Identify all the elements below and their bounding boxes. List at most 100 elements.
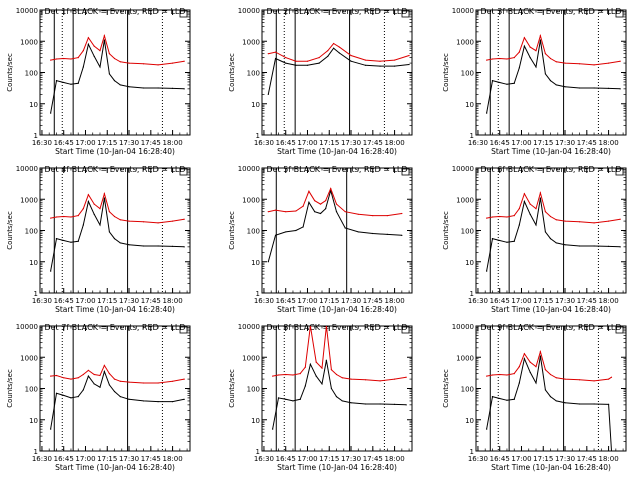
data-point-lld (309, 326, 311, 327)
data-point-events (379, 403, 381, 405)
data-point-lld (518, 208, 520, 210)
data-point-lld (325, 200, 327, 202)
x-tick-label: 17:30 (555, 139, 575, 147)
data-point-lld (292, 374, 294, 376)
data-point-events (401, 234, 403, 236)
data-point-events (535, 382, 537, 384)
x-tick-label: 17:30 (119, 455, 139, 463)
data-point-lld (491, 374, 494, 376)
data-point-lld (564, 220, 566, 222)
legend-box (401, 168, 410, 176)
series-line-events (50, 197, 185, 272)
data-point-events (491, 238, 494, 240)
data-point-lld (299, 372, 301, 375)
data-point-events (555, 400, 557, 402)
series-line-lld (272, 326, 407, 382)
data-point-events (183, 246, 185, 248)
data-point-lld (70, 58, 72, 60)
data-point-lld (183, 60, 185, 62)
data-point-events (295, 64, 297, 66)
data-point-events (77, 240, 79, 242)
y-tick-label: 100 (461, 70, 474, 78)
data-point-events (285, 62, 287, 64)
data-point-events (405, 404, 407, 406)
data-point-lld (308, 190, 310, 192)
data-point-events (99, 386, 101, 388)
data-point-lld (103, 364, 105, 366)
data-point-events (103, 197, 105, 199)
x-tick-label: 17:45 (577, 297, 597, 305)
plot-area (272, 326, 407, 430)
data-point-lld (82, 208, 84, 210)
x-tick-label: 17:30 (119, 139, 139, 147)
data-point-events (77, 82, 79, 84)
data-point-events (119, 396, 121, 398)
y-tick-label: 1 (256, 290, 260, 298)
data-point-events (285, 231, 287, 233)
x-tick-label: 16:30 (32, 455, 52, 463)
data-point-lld (564, 378, 566, 380)
x-tick-label: 16:45 (490, 455, 510, 463)
data-point-lld (108, 53, 111, 55)
data-point-events (50, 112, 52, 114)
data-point-lld (401, 212, 403, 215)
x-tick-label: 16:30 (254, 455, 274, 463)
data-point-events (70, 83, 72, 85)
data-point-events (142, 400, 145, 402)
data-point-lld (555, 219, 557, 221)
data-point-events (183, 398, 185, 400)
x-tick-label: 18:00 (162, 455, 182, 463)
series-line-events (486, 355, 612, 451)
y-axis-label: Counts/sec (228, 369, 236, 408)
data-point-lld (319, 203, 322, 205)
y-tick-label: 10000 (238, 165, 260, 173)
data-point-events (113, 390, 116, 393)
panel-title: Det 9f BLACK = Events, RED = LLD (480, 323, 621, 332)
x-axis-label: Start Time (10-Jan-04 16:28:40) (277, 463, 397, 472)
data-point-events (535, 66, 537, 68)
x-tick-label: 16:30 (254, 297, 274, 305)
x-tick-label: 17:00 (297, 297, 317, 305)
data-point-lld (77, 214, 79, 217)
panel-title: Det 3f BLACK = Events, RED = LLD (480, 7, 621, 16)
data-point-lld (119, 219, 121, 221)
data-point-lld (285, 56, 287, 59)
data-point-lld (379, 60, 381, 62)
y-tick-label: 10 (29, 259, 38, 267)
data-point-lld (267, 211, 269, 213)
data-point-events (549, 80, 552, 82)
data-point-lld (314, 200, 316, 202)
data-point-lld (157, 222, 159, 224)
data-point-events (513, 398, 515, 400)
x-tick-label: 16:45 (490, 139, 510, 147)
series-line-lld (486, 190, 621, 224)
data-point-lld (518, 366, 520, 368)
data-point-lld (513, 214, 515, 217)
series-line-lld (50, 33, 185, 66)
data-point-events (529, 56, 531, 59)
y-tick-label: 10000 (238, 323, 260, 331)
data-point-events (70, 241, 72, 243)
data-point-events (544, 73, 547, 75)
data-point-lld (549, 215, 552, 218)
data-point-lld (93, 373, 95, 376)
data-point-events (119, 242, 121, 244)
data-point-lld (113, 215, 116, 218)
data-point-lld (285, 211, 287, 213)
data-point-lld (578, 63, 581, 65)
plot-area (486, 33, 621, 114)
panel-title: Det 8f BLACK = Events, RED = LLD (266, 323, 407, 332)
data-point-lld (128, 220, 130, 222)
data-point-events (171, 245, 174, 247)
panel-title: Det 4f BLACK = Events, RED = LLD (44, 165, 185, 174)
y-tick-label: 10 (251, 417, 260, 425)
x-tick-label: 16:45 (276, 139, 296, 147)
series-line-events (486, 197, 621, 272)
data-point-events (506, 241, 508, 243)
x-tick-label: 17:45 (577, 139, 597, 147)
data-point-lld (518, 51, 520, 53)
x-axis-label: Start Time (10-Jan-04 16:28:40) (55, 463, 175, 472)
x-tick-label: 17:45 (363, 297, 383, 305)
data-point-lld (549, 373, 552, 376)
data-point-events (103, 39, 105, 41)
